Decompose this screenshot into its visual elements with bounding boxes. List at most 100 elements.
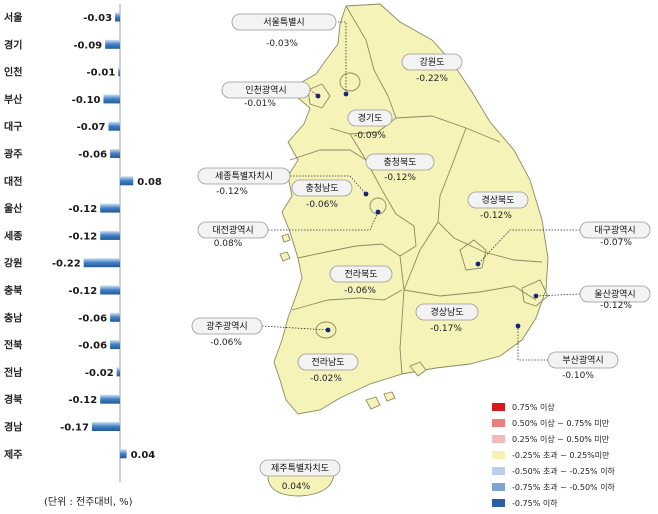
bar	[118, 67, 120, 77]
bar	[115, 12, 120, 22]
location-dot	[475, 261, 481, 267]
region-value: -0.01%	[244, 99, 276, 109]
region-value: -0.06%	[210, 338, 242, 348]
legend: 0.75% 이상 0.50% 이상 ~ 0.75% 미만 0.25% 이상 ~ 0.…	[492, 399, 652, 511]
legend-item: -0.75% 이하	[492, 495, 652, 511]
legend-item: -0.75% 초과 ~ -0.50% 이하	[492, 479, 652, 495]
value-label: -0.07	[77, 122, 106, 133]
value-label: -0.06	[78, 313, 107, 324]
location-dot	[375, 209, 381, 215]
mainland-shape	[273, 3, 549, 415]
region-callout: 전라북도 -0.06%	[329, 265, 393, 296]
location-dot	[363, 191, 369, 197]
border-gyeonggi-gangwon	[329, 5, 397, 135]
region-value: -0.03%	[266, 39, 298, 49]
leader-line	[477, 229, 580, 265]
legend-label: 0.50% 이상 ~ 0.75% 미만	[512, 418, 610, 428]
bar	[100, 394, 120, 404]
value-label: -0.01	[87, 68, 116, 79]
value-label: -0.12	[68, 286, 97, 297]
category-label: 울산	[4, 202, 23, 215]
value-label: -0.17	[60, 423, 89, 434]
region-name: 전라남도	[311, 357, 344, 368]
region-name: 광주광역시	[206, 320, 247, 332]
region-callout: 대전광역시 0.08%	[197, 209, 381, 249]
region-name-pill	[579, 285, 651, 303]
region-name-pill	[259, 459, 341, 477]
bar	[103, 94, 120, 104]
legend-item: -0.50% 초과 ~ -0.25% 이하	[492, 463, 652, 479]
west-island-1	[281, 233, 291, 243]
region-name: 울산광역시	[594, 288, 635, 300]
legend-swatch	[492, 403, 505, 411]
region-name: 전라북도	[344, 269, 377, 280]
value-label: -0.03	[83, 13, 112, 24]
region-name-pill	[231, 13, 337, 31]
region-value: -0.17%	[430, 324, 462, 334]
region-value: 0.04%	[282, 482, 311, 492]
leader-line	[268, 211, 379, 231]
unit-note: (단위 : 전주대비, %)	[44, 497, 133, 508]
region-name: 부산광역시	[562, 354, 603, 366]
region-name: 세종특별자치시	[215, 170, 273, 182]
region-callout: 울산광역시-0.12%	[533, 285, 651, 311]
border-daegu	[459, 239, 487, 271]
region-name-pill	[347, 109, 393, 127]
bar	[110, 149, 120, 158]
category-label: 경기	[4, 38, 22, 51]
south-island-2	[383, 391, 396, 402]
ulleung-island	[409, 361, 427, 377]
region-name: 인천광역시	[245, 84, 286, 96]
value-label: -0.12	[68, 204, 97, 215]
weekly-change-bar-chart: 서울 -0.03 경기 -0.09 인천 -0.01 부산 -0.10 대구 -0.07 광주 -0.…	[4, 4, 162, 482]
korea-region-map: 서울특별시 -0.03% 강원도 -0.22% 인천광역시 -0.01% 경기도 -0.09%…	[191, 3, 651, 497]
region-callout: 충청남도 -0.06%	[291, 179, 353, 210]
region-name-pill	[401, 53, 463, 71]
legend-item: 0.25% 이상 ~ 0.50% 미만	[492, 431, 652, 447]
region-name-pill	[197, 221, 269, 239]
leader-line	[290, 175, 367, 195]
region-callout: 경상북도 -0.12%	[467, 191, 529, 221]
region-value: 0.08%	[214, 239, 243, 249]
region-callout: 서울특별시 -0.03%	[231, 13, 349, 97]
region-value: -0.02%	[310, 374, 342, 384]
region-name-pill	[221, 81, 311, 99]
category-label: 전남	[4, 366, 23, 379]
leader-line	[535, 293, 581, 297]
region-value: -0.12%	[600, 301, 632, 311]
region-name: 대구광역시	[594, 224, 635, 236]
border-gwangju	[315, 321, 337, 339]
region-callout: 경기도 -0.09%	[347, 109, 393, 141]
west-island-2	[279, 251, 291, 262]
region-name: 대전광역시	[212, 224, 253, 236]
region-name-pill	[197, 167, 291, 185]
value-label: 0.04	[131, 450, 156, 461]
border-daejeon	[369, 197, 387, 215]
legend-swatch	[492, 499, 505, 507]
category-label: 서울	[4, 11, 22, 24]
border-gangwon-south	[395, 115, 501, 143]
region-name: 경기도	[358, 112, 383, 124]
location-dot	[343, 91, 349, 97]
bar	[120, 176, 134, 186]
bar	[91, 422, 120, 431]
value-label: -0.06	[78, 341, 107, 352]
region-name: 제주특별자치도	[271, 462, 329, 474]
leader-line	[261, 325, 329, 331]
bar	[83, 258, 120, 268]
bar	[108, 121, 120, 131]
region-value: -0.09%	[354, 131, 386, 141]
value-label: -0.10	[72, 95, 101, 106]
legend-label: -0.25% 초과 ~ 0.25%미만	[512, 450, 610, 460]
region-name: 경상남도	[430, 306, 463, 318]
location-dot	[515, 323, 521, 329]
region-name-pill	[547, 351, 619, 369]
bar	[120, 449, 127, 459]
legend-swatch	[492, 435, 505, 443]
region-callout: 경상남도 -0.17%	[415, 303, 479, 334]
region-name: 충청남도	[305, 183, 338, 194]
legend-swatch	[492, 483, 505, 491]
legend-label: -0.75% 이하	[512, 498, 558, 508]
bar	[110, 312, 120, 322]
region-name-pill	[415, 303, 479, 321]
